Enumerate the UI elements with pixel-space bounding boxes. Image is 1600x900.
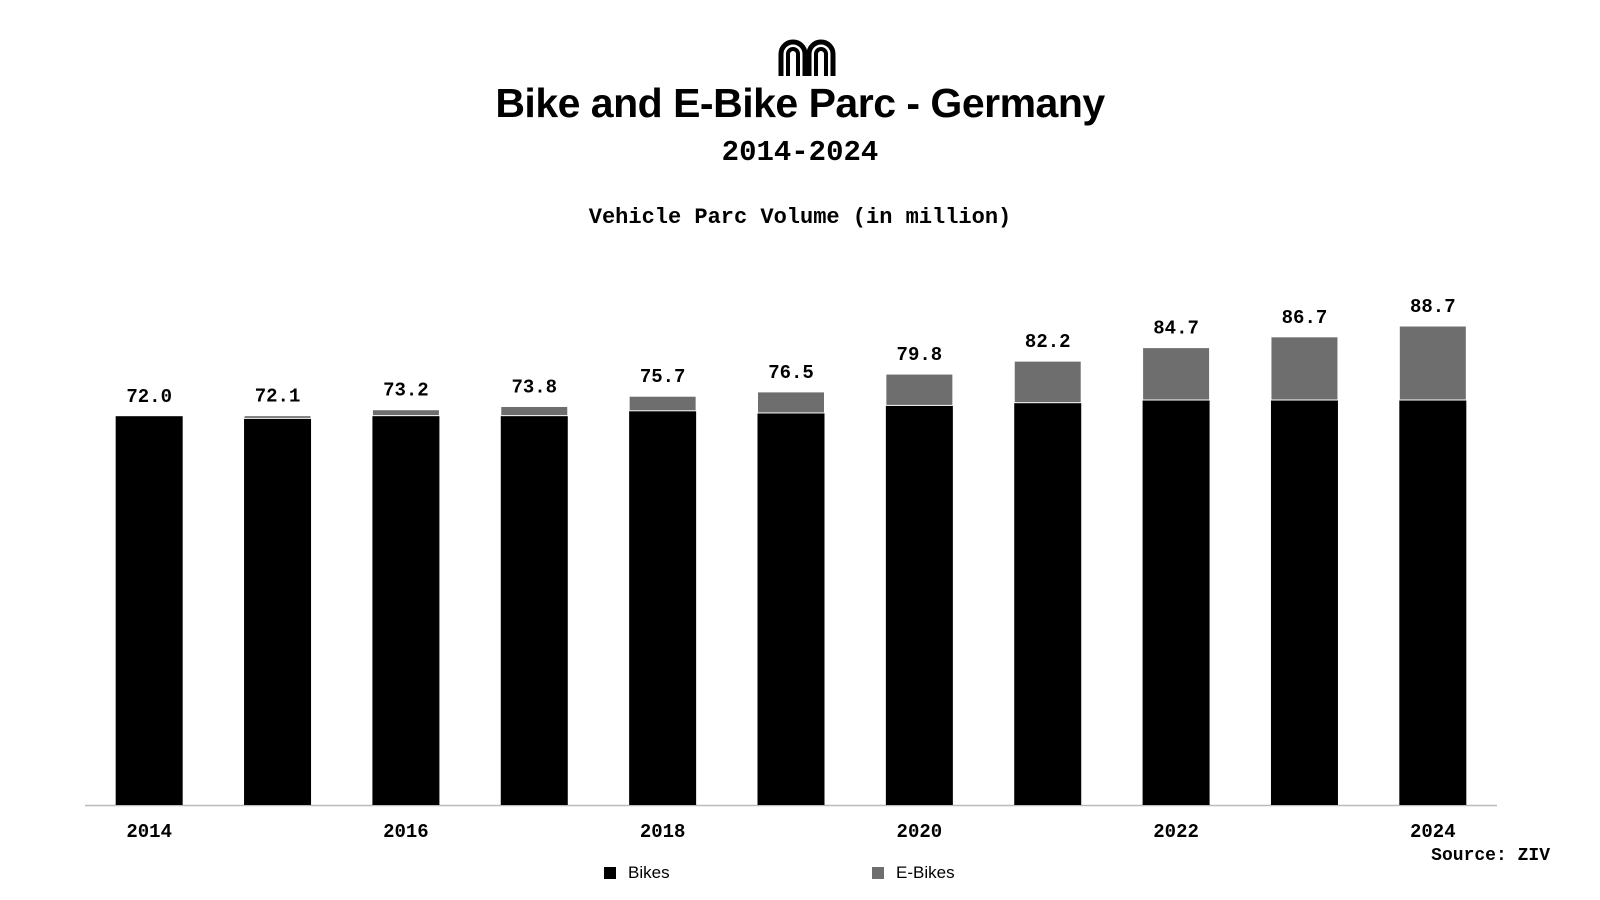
x-tick-label-2016: 2016 xyxy=(383,821,429,843)
legend-item-ebikes: E-Bikes xyxy=(872,863,955,883)
bar-bikes-2014 xyxy=(115,416,183,805)
bar-bikes-2016 xyxy=(372,415,440,805)
bar-ebikes-2019 xyxy=(757,391,825,414)
bar-ebikes-2018 xyxy=(628,395,697,412)
source-note: Source: ZIV xyxy=(1431,846,1550,866)
bar-bikes-2020 xyxy=(885,405,953,805)
total-label-2021: 82.2 xyxy=(1025,331,1071,353)
bar-ebikes-2015 xyxy=(243,415,312,419)
bar-bikes-2019 xyxy=(757,412,825,805)
total-label-2018: 75.7 xyxy=(640,366,686,388)
total-label-2024: 88.7 xyxy=(1410,296,1456,318)
bar-ebikes-2016 xyxy=(371,409,440,417)
legend-swatch-ebikes xyxy=(872,867,884,879)
bar-ebikes-2023 xyxy=(1270,336,1339,401)
bar-bikes-2021 xyxy=(1014,402,1082,805)
total-label-2023: 86.7 xyxy=(1282,307,1328,329)
x-tick-label-2014: 2014 xyxy=(126,821,172,843)
total-label-2019: 76.5 xyxy=(768,362,814,384)
page-subtitle: 2014-2024 xyxy=(721,136,879,169)
total-label-2020: 79.8 xyxy=(897,344,943,366)
bar-ebikes-2017 xyxy=(500,405,569,417)
x-tick-label-2020: 2020 xyxy=(897,821,943,843)
legend-item-bikes: Bikes xyxy=(604,863,670,883)
bar-ebikes-2022 xyxy=(1142,347,1211,401)
total-label-2014: 72.0 xyxy=(126,386,172,408)
double-arch-logo-icon xyxy=(778,39,836,76)
bar-ebikes-2024 xyxy=(1398,325,1467,401)
bar-bikes-2022 xyxy=(1142,400,1210,805)
total-label-2015: 72.1 xyxy=(255,386,301,408)
x-tick-label-2022: 2022 xyxy=(1153,821,1199,843)
total-label-2017: 73.8 xyxy=(511,376,557,398)
x-tick-label-2018: 2018 xyxy=(640,821,686,843)
bar-bikes-2023 xyxy=(1270,400,1338,805)
legend-label-bikes: Bikes xyxy=(628,863,670,882)
chart-title: Vehicle Parc Volume (in million) xyxy=(588,205,1012,230)
bar-bikes-2024 xyxy=(1399,400,1467,805)
legend-label-ebikes: E-Bikes xyxy=(896,863,955,882)
page-title: Bike and E-Bike Parc - Germany xyxy=(495,80,1105,126)
bar-ebikes-2020 xyxy=(885,373,954,406)
x-tick-label-2024: 2024 xyxy=(1410,821,1456,843)
legend: Bikes E-Bikes xyxy=(0,863,1600,885)
total-label-2022: 84.7 xyxy=(1153,318,1199,340)
bar-bikes-2017 xyxy=(500,415,568,805)
bar-ebikes-2021 xyxy=(1013,360,1082,404)
bar-bikes-2015 xyxy=(244,418,312,805)
total-label-2016: 73.2 xyxy=(383,380,429,402)
bar-bikes-2018 xyxy=(629,410,697,805)
legend-swatch-bikes xyxy=(604,867,616,879)
